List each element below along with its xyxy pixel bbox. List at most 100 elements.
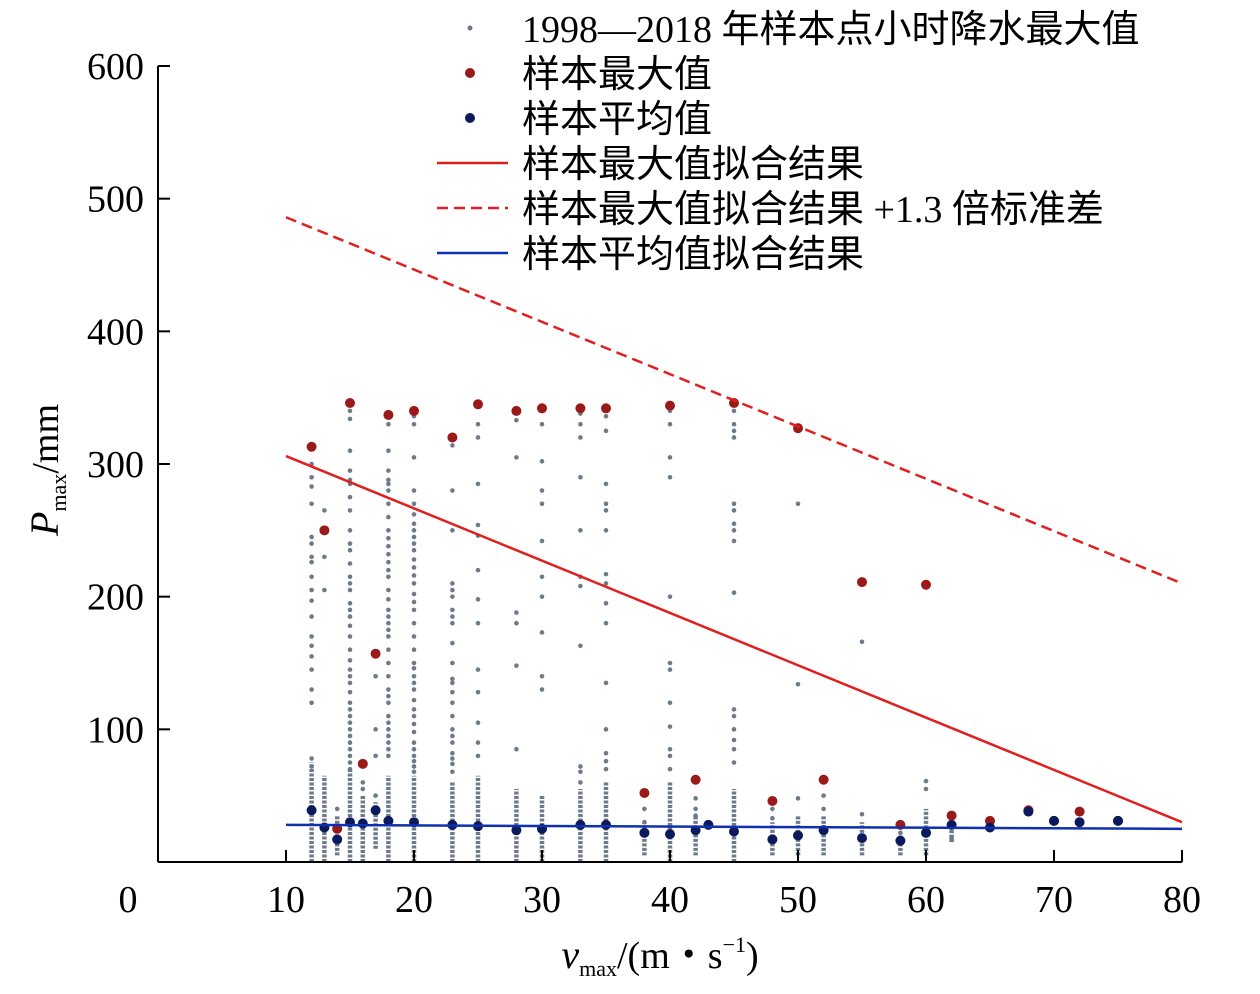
ticks: 100 200 300 400 500 600 0 10 20 30 40 50 60 70 80: [87, 46, 1201, 921]
max-point: [690, 774, 701, 785]
max-point: [319, 525, 330, 536]
sample-point: [334, 806, 340, 812]
mean-point: [575, 819, 586, 830]
sample-point: [475, 740, 481, 745]
sample-point: [731, 760, 737, 765]
sample-point: [603, 481, 609, 487]
sample-point: [859, 639, 865, 645]
sample-point: [360, 786, 366, 792]
sample-point: [347, 707, 353, 712]
sample-point: [667, 753, 673, 759]
fit-lines: [285, 216, 1183, 831]
sample-point: [347, 667, 353, 672]
sample-point: [603, 413, 609, 419]
sample-point: [309, 614, 314, 619]
sample-point: [386, 673, 391, 679]
sample-point: [347, 647, 353, 653]
y-axis-label: Pmax/mm: [22, 404, 71, 537]
mean-point: [511, 825, 522, 836]
sample-point: [642, 806, 647, 812]
sample-point: [373, 727, 378, 732]
mean-point: [665, 829, 675, 840]
sample-point: [539, 594, 545, 599]
legend-label: 1998—2018 年样本点小时降水最大值: [522, 9, 1140, 51]
sample-point: [386, 551, 391, 557]
sample-point: [450, 676, 455, 682]
sample-point: [411, 591, 417, 597]
sample-point: [731, 508, 737, 513]
sample-point: [386, 543, 391, 549]
mean-point: [639, 827, 650, 838]
sample-point: [539, 574, 545, 580]
sample-point: [411, 599, 417, 605]
sample-point: [386, 488, 391, 493]
sample-point: [667, 724, 673, 729]
sample-point: [693, 796, 698, 801]
sample-point: [603, 601, 609, 606]
sample-point: [411, 528, 417, 533]
y-tick-label: 100: [87, 709, 144, 751]
y-axis-label-sub: max: [46, 474, 71, 512]
sample-point: [309, 484, 314, 489]
sample-point: [386, 587, 391, 593]
sample-point: [386, 535, 391, 541]
sample-point: [642, 819, 647, 825]
legend-symbol: [467, 25, 473, 31]
sample-point: [347, 623, 353, 629]
y-axis-label-unit: /mm: [25, 404, 67, 474]
sample-point: [411, 746, 417, 752]
sample-point: [475, 481, 481, 487]
sample-point: [386, 567, 391, 573]
sample-point: [475, 753, 481, 759]
sample-point: [450, 640, 455, 646]
max-point: [946, 810, 957, 821]
sample-point: [731, 435, 737, 440]
sample-point: [603, 571, 609, 577]
sample-point: [450, 594, 455, 599]
sample-point: [450, 587, 455, 593]
mean-point: [729, 826, 739, 837]
sample-point: [322, 554, 327, 560]
sample-point: [821, 793, 826, 798]
sample-point: [386, 468, 391, 473]
legend-label: 样本平均值拟合结果: [522, 234, 864, 276]
sample-point: [309, 700, 314, 706]
sample-point: [309, 654, 314, 659]
sample-point: [578, 764, 583, 769]
max-point: [383, 409, 394, 420]
sample-point: [450, 614, 455, 619]
sample-point: [386, 746, 391, 752]
sample-point: [309, 559, 314, 565]
y-tick-label: 400: [87, 311, 144, 353]
sample-point: [347, 587, 353, 593]
sample-point: [411, 758, 417, 764]
y-tick-label: 500: [87, 179, 144, 221]
sample-point: [386, 514, 391, 520]
x-axis-label-sub: max: [579, 956, 617, 981]
mean-point: [357, 818, 368, 829]
sample-point: [475, 720, 481, 725]
sample-point: [603, 766, 609, 772]
sample-point: [450, 680, 455, 686]
sample-point: [578, 474, 583, 480]
sample-point: [731, 501, 737, 507]
sample-point: [667, 667, 673, 672]
sample-point: [347, 607, 353, 613]
sample-point: [411, 660, 417, 666]
sample-point: [667, 455, 673, 460]
sample-point: [386, 720, 391, 725]
max-point: [818, 774, 829, 785]
sample-point: [578, 780, 583, 785]
sample-point: [347, 673, 353, 679]
sample-point: [411, 721, 417, 727]
sample-point: [411, 687, 417, 692]
sample-point: [309, 587, 314, 593]
y-tick-label: 600: [87, 46, 144, 88]
max-point: [921, 579, 931, 590]
max-point: [857, 577, 867, 588]
y-tick-label: 200: [87, 577, 144, 619]
sample-point: [411, 607, 417, 613]
sample-point: [386, 627, 391, 633]
sample-point: [450, 443, 455, 448]
legend: 1998—2018 年样本点小时降水最大值样本最大值样本平均值样本最大值拟合结果…: [437, 9, 1140, 276]
